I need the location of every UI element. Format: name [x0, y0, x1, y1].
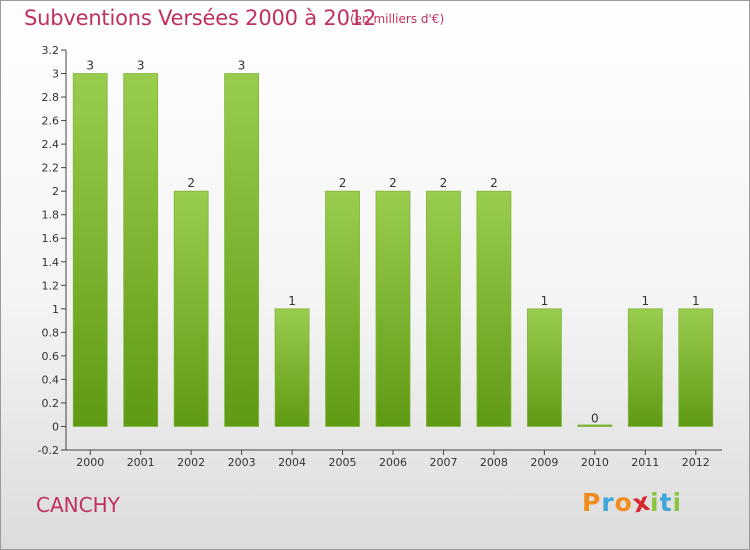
y-tick-label: 0.4 — [42, 373, 60, 386]
bar-2000 — [72, 73, 108, 427]
y-tick-label: 0 — [52, 420, 59, 433]
bar-2009 — [526, 308, 562, 427]
brand-letter: o — [614, 488, 633, 517]
data-label-2012: 1 — [692, 294, 700, 308]
x-tick-label: 2012 — [682, 456, 710, 469]
data-label-2010: 0 — [591, 411, 599, 425]
proxiti-logo: Proxiti — [582, 487, 683, 519]
bar-2004 — [274, 308, 310, 427]
chart-subtitle: (en milliers d'€) — [350, 12, 445, 26]
bar-2007 — [426, 190, 461, 427]
y-tick-label: 2.6 — [42, 115, 60, 128]
bar-2010 — [577, 424, 613, 427]
bar-2006 — [375, 190, 411, 427]
y-tick-label: 0.6 — [42, 350, 60, 363]
bar-2005 — [325, 190, 360, 427]
bar-2003 — [224, 73, 260, 427]
y-tick-label: 2.2 — [42, 162, 60, 175]
data-label-2000: 3 — [86, 59, 94, 73]
data-label-2002: 2 — [187, 176, 195, 190]
y-tick-label: -0.2 — [38, 444, 59, 457]
bar-2001 — [123, 73, 159, 427]
x-tick-label: 2001 — [127, 456, 155, 469]
data-label-2009: 1 — [541, 294, 549, 308]
bar-2008 — [476, 190, 512, 427]
y-tick-label: 3 — [52, 68, 59, 81]
y-tick-label: 1.4 — [42, 256, 60, 269]
bar-2002 — [173, 190, 209, 427]
data-label-2011: 1 — [641, 294, 649, 308]
x-tick-label: 2010 — [581, 456, 609, 469]
data-label-2004: 1 — [288, 294, 296, 308]
y-tick-label: 2.8 — [42, 91, 60, 104]
data-label-2001: 3 — [137, 59, 145, 73]
bar-2011 — [627, 308, 663, 427]
data-label-2003: 3 — [238, 59, 246, 73]
y-tick-label: 2.4 — [42, 138, 60, 151]
y-tick-label: 0.2 — [42, 397, 60, 410]
x-tick-label: 2003 — [228, 456, 256, 469]
x-tick-label: 2011 — [631, 456, 659, 469]
x-tick-label: 2002 — [177, 456, 205, 469]
y-tick-label: 3.2 — [42, 44, 60, 57]
brand-letter: r — [601, 488, 615, 517]
data-label-2007: 2 — [440, 176, 448, 190]
x-tick-label: 2004 — [278, 456, 306, 469]
data-label-2005: 2 — [339, 176, 347, 190]
data-label-2008: 2 — [490, 176, 498, 190]
data-label-2006: 2 — [389, 176, 397, 190]
brand-letter: P — [582, 488, 602, 517]
brand-letter: i — [650, 488, 660, 517]
y-tick-label: 1.8 — [42, 209, 60, 222]
y-tick-label: 1.2 — [42, 279, 60, 292]
y-tick-label: 1.6 — [42, 232, 60, 245]
town-name: CANCHY — [36, 493, 120, 517]
x-tick-label: 2006 — [379, 456, 407, 469]
chart-title: Subventions Versées 2000 à 2012 — [24, 6, 377, 30]
x-tick-label: 2009 — [530, 456, 558, 469]
y-tick-label: 1 — [52, 303, 59, 316]
y-tick-label: 2 — [52, 185, 59, 198]
x-tick-label: 2000 — [76, 456, 104, 469]
x-tick-label: 2008 — [480, 456, 508, 469]
brand-letter: t — [659, 488, 673, 517]
y-tick-label: 0.8 — [42, 326, 60, 339]
x-tick-label: 2005 — [329, 456, 357, 469]
brand-letter: i — [672, 488, 683, 517]
x-tick-label: 2007 — [429, 456, 457, 469]
bar-2012 — [678, 308, 714, 427]
